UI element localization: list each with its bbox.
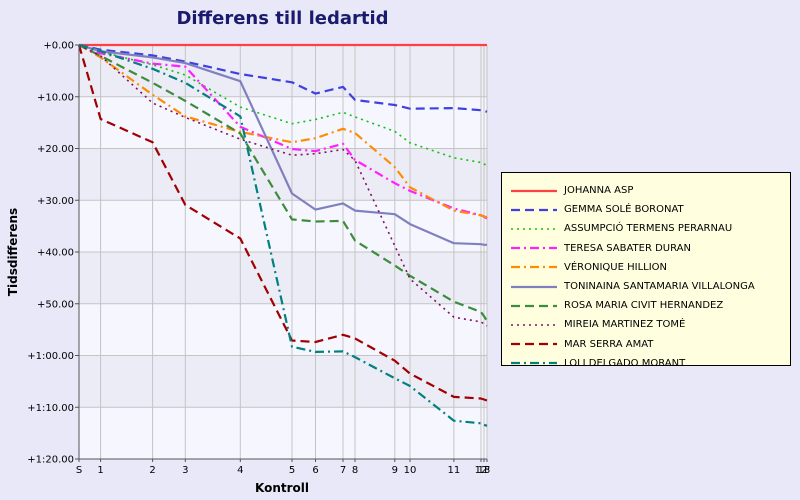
legend-item: VÉRONIQUE HILLION [502, 258, 790, 277]
legend-label: TERESA SABATER DURAN [564, 242, 691, 254]
legend-swatch [511, 342, 557, 346]
legend-swatch [511, 362, 557, 365]
legend-item: ROSA MARIA CIVIT HERNANDEZ [502, 296, 790, 315]
series-line [78, 44, 488, 322]
legend-label: JOHANNA ASP [564, 185, 634, 197]
gridlines [78, 44, 488, 460]
x-tick-label: 1 [97, 465, 103, 476]
legend-swatch [511, 304, 557, 307]
y-tick-label: +20.00 [37, 144, 74, 155]
plot-band [79, 407, 487, 459]
x-tick-label: 6 [312, 465, 318, 476]
y-tick-label: +0.00 [43, 41, 74, 52]
legend-swatch [511, 266, 557, 269]
legend-label: VÉRONIQUE HILLION [564, 261, 668, 273]
plot-band [79, 252, 487, 304]
x-tick-label: 7 [340, 465, 346, 476]
series-lines [77, 43, 488, 427]
legend-item: TERESA SABATER DURAN [502, 239, 790, 258]
plot-band [79, 355, 487, 408]
chart-title: Differens till ledartid [176, 8, 389, 29]
y-tick-label: +50.00 [37, 299, 74, 310]
legend-swatch [511, 228, 557, 230]
x-axis-label: Kontroll [255, 481, 309, 495]
legend-item: TONINAINA SANTAMARIA VILLALONGA [502, 277, 790, 296]
y-tick-label: +30.00 [37, 196, 74, 207]
x-tick-label: 9 [392, 465, 398, 476]
legend-label: GEMMA SOLÉ BORONAT [564, 204, 684, 216]
x-tick-label: 12 [475, 465, 488, 476]
x-tick-label: 8 [352, 465, 358, 476]
legend-label: MIREIA MARTINEZ TOMÉ [564, 319, 686, 331]
legend-swatch [511, 189, 557, 192]
legend-label: TONINAINA SANTAMARIA VILLALONGA [564, 281, 755, 293]
x-tick-label: 10 [404, 465, 417, 476]
plot-background [79, 45, 487, 459]
legend-swatch [511, 208, 557, 211]
plot-band [79, 45, 487, 97]
plot-band [79, 200, 487, 252]
legend-swatch [511, 324, 557, 326]
x-tick-label: F [484, 465, 490, 476]
legend-item: MIREIA MARTINEZ TOMÉ [502, 315, 790, 334]
plot-band [79, 303, 487, 356]
legend: JOHANNA ASP GEMMA SOLÉ BORONAT ASSUMPCIÓ T… [501, 172, 791, 369]
legend-item: JOHANNA ASP [502, 181, 790, 200]
y-tick-label: +1:10.00 [27, 403, 74, 414]
y-tick-label: +1:20.00 [27, 455, 74, 466]
legend-label: LOLI DELGADO MORANT [564, 357, 686, 369]
y-tick-label: +1:00.00 [27, 351, 74, 362]
x-tick-label: 3 [182, 465, 188, 476]
legend-label: ROSA MARIA CIVIT HERNANDEZ [564, 300, 724, 312]
legend-item: LOLI DELGADO MORANT [502, 354, 790, 373]
legend-swatch [511, 247, 557, 250]
legend-label: ASSUMPCIÓ TERMENS PERARNAU [564, 223, 733, 235]
y-tick-label: +10.00 [37, 92, 74, 103]
x-tick-label: 13 [478, 465, 491, 476]
x-tick-label: S [76, 465, 82, 476]
x-tick-label: 4 [237, 465, 243, 476]
series-line [78, 43, 488, 220]
series-line [77, 44, 488, 402]
y-tick-labels: +0.00 +10.00 +20.00 +30.00 +40.00 +50.00 +1:00… [27, 41, 79, 466]
x-tick-label: 11 [448, 465, 461, 476]
legend-item: ASSUMPCIÓ TERMENS PERARNAU [502, 219, 790, 238]
legend-item: MAR SERRA AMAT [502, 335, 790, 354]
series-line [78, 44, 488, 219]
x-tick-label: 2 [149, 465, 155, 476]
x-tick-label: 5 [289, 465, 295, 476]
y-tick-label: +40.00 [37, 248, 74, 259]
legend-label: MAR SERRA AMAT [564, 338, 654, 350]
series-line [78, 44, 488, 327]
legend-item: GEMMA SOLÉ BORONAT [502, 200, 790, 219]
legend-swatch [511, 285, 557, 288]
series-line [78, 43, 487, 246]
series-line [78, 43, 488, 427]
series-line [78, 43, 488, 113]
